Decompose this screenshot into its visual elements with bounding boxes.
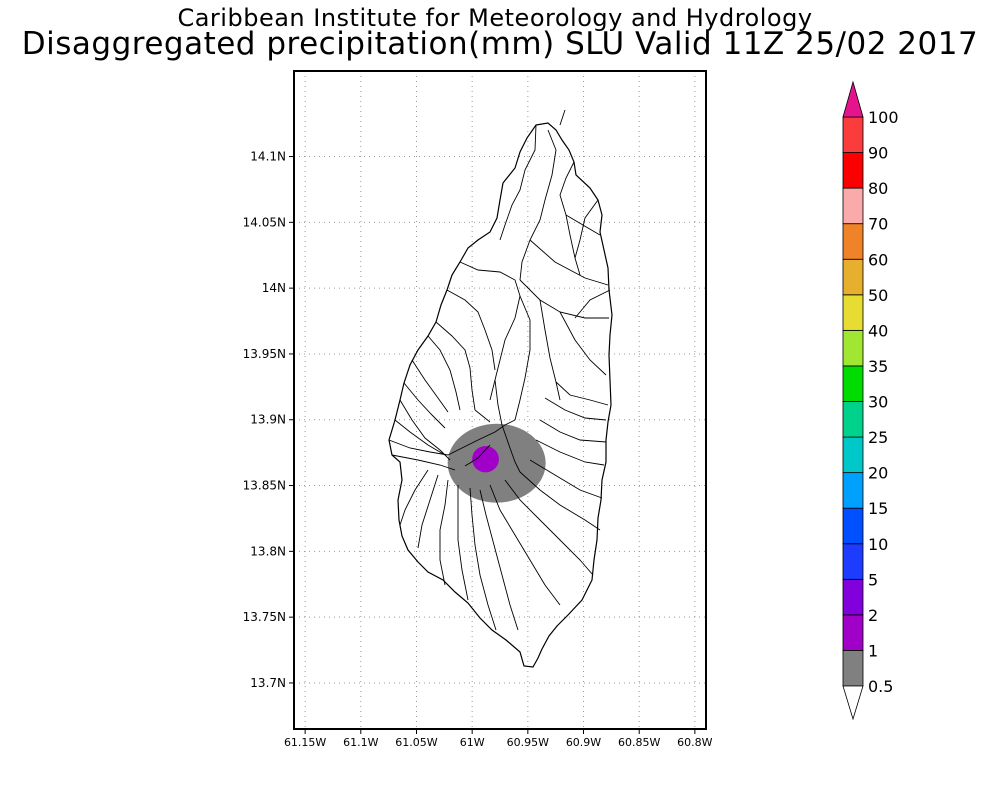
colorbar-box xyxy=(842,472,864,509)
colorbar-label: 40 xyxy=(868,321,888,340)
colorbar-label: 60 xyxy=(868,250,888,269)
x-tick-label: 61.05W xyxy=(395,736,437,749)
colorbar-box xyxy=(842,578,864,616)
x-tick-label: 60.8W xyxy=(677,736,712,749)
colorbar-box xyxy=(842,152,864,189)
colorbar-label: 80 xyxy=(868,179,888,198)
colorbar-label: 25 xyxy=(868,428,888,447)
y-tick-label: 14.05N xyxy=(243,215,286,229)
island-outline xyxy=(388,109,613,668)
colorbar-box xyxy=(842,543,864,580)
colorbar-label: 90 xyxy=(868,144,888,163)
y-tick-label: 13.75N xyxy=(243,610,286,624)
precip-area-1-2 xyxy=(472,446,499,473)
colorbar-label: 50 xyxy=(868,286,888,305)
colorbar-box xyxy=(842,650,864,687)
y-tick-label: 14N xyxy=(262,281,286,295)
y-tick-label: 13.7N xyxy=(250,676,286,690)
coastline xyxy=(388,122,613,668)
x-tick-label: 61W xyxy=(460,736,485,749)
colorbar-box xyxy=(842,329,864,367)
x-tick-label: 61.1W xyxy=(343,736,378,749)
y-tick-label: 13.95N xyxy=(243,347,286,361)
x-tick-label: 60.95W xyxy=(507,736,549,749)
colorbar-label: 30 xyxy=(868,393,888,412)
colorbar-label: 20 xyxy=(868,464,888,483)
product-title: Disaggregated precipitation(mm) SLU Vali… xyxy=(21,26,979,62)
x-tick-label: 60.85W xyxy=(618,736,660,749)
colorbar-label: 100 xyxy=(868,108,899,127)
precipitation-layer xyxy=(447,423,546,503)
colorbar-over-triangle xyxy=(842,80,864,118)
institution-title: Caribbean Institute for Meteorology and … xyxy=(177,4,813,32)
colorbar-box xyxy=(842,187,864,225)
x-tick-label: 61.15W xyxy=(284,736,326,749)
colorbar-box xyxy=(842,614,864,651)
colorbar-box xyxy=(842,436,864,474)
colorbar-box xyxy=(842,507,864,545)
precipitation-map: 61.15W 61.1W 61.05W 61W 60.95W 60.9W 60.85W 60.… xyxy=(243,70,713,749)
colorbar-box xyxy=(842,401,864,438)
colorbar-label: 2 xyxy=(868,606,878,625)
colorbar-label: 70 xyxy=(868,215,888,234)
x-tick-label: 60.9W xyxy=(566,736,601,749)
colorbar-label: 15 xyxy=(868,499,888,518)
colorbar-box xyxy=(842,116,864,153)
colorbar-box xyxy=(842,258,864,296)
colorbar-label: 1 xyxy=(868,641,878,660)
y-tick-label: 13.85N xyxy=(243,479,286,493)
map-frame xyxy=(293,70,707,730)
colorbar-box xyxy=(842,223,864,260)
y-tick-label: 13.9N xyxy=(250,413,286,427)
map-axes: 61.15W 61.1W 61.05W 61W 60.95W 60.9W 60.85W 60.… xyxy=(243,70,713,749)
colorbar-label: 35 xyxy=(868,357,888,376)
colorbar-under-triangle xyxy=(842,685,864,721)
colorbar-label: 10 xyxy=(868,535,888,554)
y-tick-label: 14.1N xyxy=(250,150,286,164)
colorbar-label: 0.5 xyxy=(868,677,893,696)
colorbar-box xyxy=(842,294,864,331)
colorbar-label: 5 xyxy=(868,570,878,589)
drainage-lines xyxy=(388,109,611,631)
y-tick-label: 13.8N xyxy=(250,544,286,558)
colorbar-box xyxy=(842,365,864,402)
